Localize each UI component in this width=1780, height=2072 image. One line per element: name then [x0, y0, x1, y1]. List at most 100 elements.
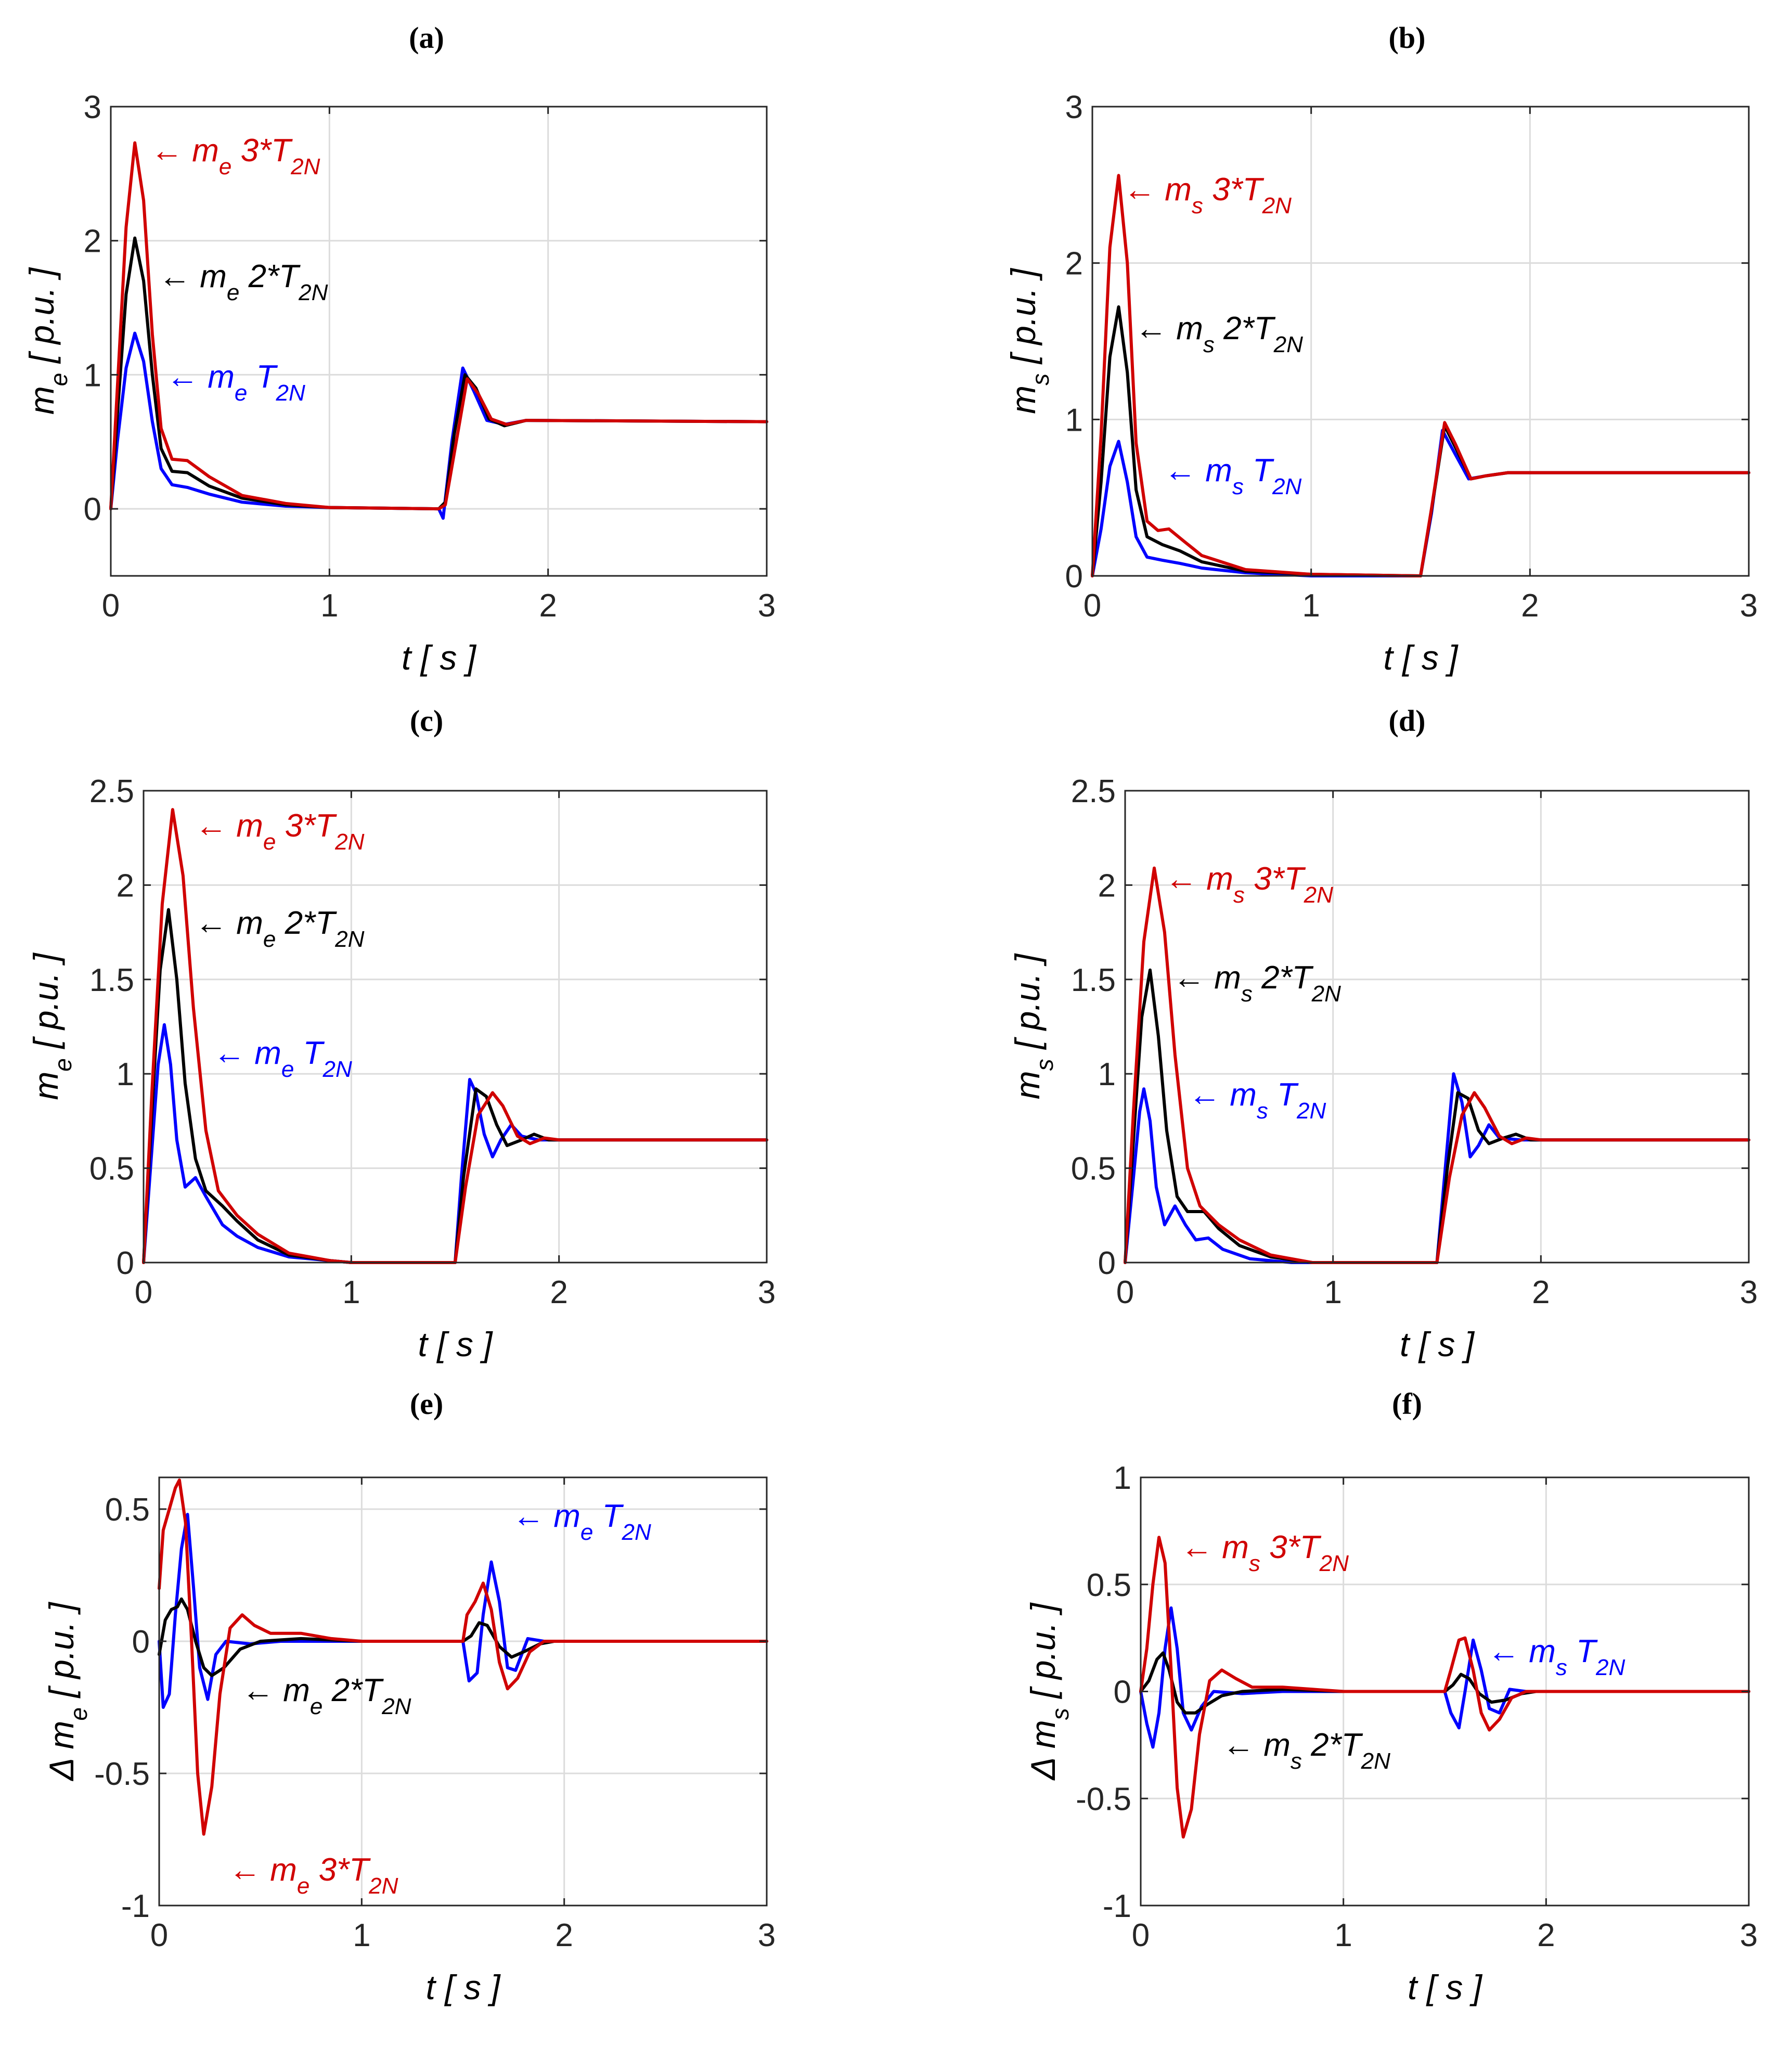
curve-annotation: ← me T2N	[213, 1035, 352, 1082]
y-tick-label: 0	[1065, 559, 1083, 595]
y-tick-label: 0	[117, 1245, 134, 1281]
y-axis-label: Δ ms [ p.u. ]	[1024, 1602, 1074, 1781]
y-tick-label: 0	[1098, 1245, 1116, 1281]
x-tick-label: 1	[1324, 1275, 1342, 1310]
series-line	[158, 1597, 768, 1677]
plot-area	[144, 791, 767, 1263]
y-axis-label: me [ p.u. ]	[22, 267, 72, 415]
x-tick-label: 0	[1116, 1275, 1134, 1310]
chart-panel-c: (c) 0 1 2 3 0 0.5 1 1.5 2 2.5 t [ s ] me [ p.u. ] ← m…	[27, 704, 776, 1363]
x-axis-label: t [ s ]	[425, 1968, 501, 2006]
curve-annotation: ← me 3*T2N	[151, 133, 320, 179]
y-axis-label: ms [ p.u. ]	[1008, 953, 1058, 1099]
y-axis-label: me [ p.u. ]	[27, 953, 76, 1100]
curve-annotation: ← ms T2N	[1189, 1077, 1326, 1124]
y-tick-label: 0	[132, 1624, 150, 1660]
panel-label: (e)	[410, 1387, 443, 1421]
x-axis-label: t [ s ]	[402, 638, 477, 677]
x-tick-label: 3	[1740, 1917, 1758, 1953]
curve-annotation: ← ms T2N	[1488, 1633, 1625, 1680]
axes-box	[1124, 790, 1750, 1264]
y-tick-label: 1	[84, 357, 101, 393]
curve-annotation: ← me 2*T2N	[159, 259, 328, 305]
y-tick-label: 2	[84, 224, 101, 260]
plot-area	[1092, 107, 1749, 576]
y-tick-label: 0.5	[1087, 1567, 1131, 1603]
y-tick-label: 2	[1098, 868, 1116, 904]
series-line	[109, 331, 768, 520]
panel-label: (f)	[1392, 1387, 1422, 1421]
y-tick-label: -1	[1103, 1888, 1131, 1924]
y-tick-label: 1.5	[1071, 962, 1116, 998]
chart-panel-b: (b) 0 1 2 3 0 1 2 3 t [ s ] ms [ p.u. ] ← ms 3*T2N ←…	[1004, 21, 1758, 677]
x-tick-label: 2	[539, 588, 557, 624]
curve-annotation: ← me 3*T2N	[229, 1852, 398, 1899]
series-line	[1124, 1072, 1750, 1264]
curve-annotation: ← me T2N	[512, 1498, 651, 1545]
x-axis-label: t [ s ]	[1408, 1968, 1483, 2006]
curve-annotation: ← ms 2*T2N	[1222, 1727, 1390, 1774]
curve-annotation: ← ms 3*T2N	[1181, 1529, 1349, 1576]
x-tick-label: 2	[555, 1917, 573, 1953]
x-tick-label: 2	[1532, 1275, 1550, 1310]
x-tick-label: 0	[1084, 588, 1101, 624]
y-tick-label: 2.5	[1071, 774, 1116, 809]
axes-box	[1091, 106, 1750, 577]
axes-box	[110, 106, 768, 577]
y-tick-label: 3	[1065, 89, 1083, 125]
series-line	[1091, 174, 1750, 577]
x-tick-label: 3	[758, 588, 776, 624]
curve-annotation: ← me T2N	[166, 359, 305, 406]
curve-annotation: ← ms 2*T2N	[1173, 960, 1341, 1007]
y-tick-label: 1	[1114, 1460, 1131, 1496]
y-axis-label: Δ me [ p.u. ]	[42, 1602, 92, 1782]
y-tick-label: 3	[84, 89, 101, 125]
x-tick-label: 0	[102, 588, 120, 624]
curve-annotation: ← ms T2N	[1164, 453, 1301, 499]
plot-area	[111, 107, 767, 576]
x-tick-label: 3	[758, 1275, 776, 1310]
x-tick-label: 1	[1334, 1917, 1352, 1953]
y-tick-label: 2	[1065, 246, 1083, 282]
y-tick-label: 0	[84, 492, 101, 527]
y-tick-label: -0.5	[1076, 1781, 1131, 1817]
y-tick-label: 1.5	[89, 962, 134, 998]
plot-area	[159, 1477, 767, 1906]
y-tick-label: 0.5	[1071, 1151, 1116, 1187]
series-line	[1124, 866, 1750, 1264]
chart-panel-a: (a) 0 1 2 3 0 1 2 3 t [ s ] me [ p.u. ] ← me 3*T2N ←…	[22, 21, 776, 677]
x-tick-label: 0	[135, 1275, 152, 1310]
x-tick-label: 0	[150, 1917, 168, 1953]
series-line	[1091, 429, 1750, 577]
x-tick-label: 2	[550, 1275, 567, 1310]
x-axis-label: t [ s ]	[418, 1325, 493, 1363]
x-tick-label: 3	[1740, 588, 1758, 624]
x-tick-label: 3	[1740, 1275, 1758, 1310]
y-tick-label: 1	[1098, 1057, 1116, 1092]
y-tick-label: 2.5	[89, 774, 134, 809]
y-tick-label: 0.5	[89, 1151, 134, 1187]
x-tick-label: 0	[1132, 1917, 1150, 1953]
series-line	[1139, 1651, 1750, 1715]
series-line	[109, 141, 768, 511]
x-tick-label: 3	[758, 1917, 776, 1953]
series-line	[142, 808, 768, 1264]
x-tick-label: 2	[1521, 588, 1539, 624]
y-tick-label: 1	[117, 1057, 134, 1092]
curve-annotation: ← me 3*T2N	[195, 808, 365, 855]
x-tick-label: 1	[342, 1275, 360, 1310]
y-tick-label: 2	[117, 868, 134, 904]
x-axis-label: t [ s ]	[1400, 1325, 1475, 1363]
panel-label: (a)	[409, 21, 444, 55]
x-tick-label: 1	[320, 588, 338, 624]
curve-annotation: ← ms 3*T2N	[1165, 861, 1333, 908]
y-tick-label: 1	[1065, 402, 1083, 438]
y-tick-label: 0.5	[105, 1492, 150, 1528]
chart-panel-e: (e) 0 1 2 3 -1 -0.5 0 0.5 t [ s ] Δ me [ p.u. ] ← m…	[42, 1387, 776, 2006]
panel-label: (d)	[1389, 704, 1426, 738]
x-axis-label: t [ s ]	[1383, 638, 1459, 677]
curve-annotation: ← me 2*T2N	[242, 1672, 411, 1719]
x-tick-label: 2	[1537, 1917, 1555, 1953]
y-axis-label: ms [ p.u. ]	[1004, 267, 1054, 414]
